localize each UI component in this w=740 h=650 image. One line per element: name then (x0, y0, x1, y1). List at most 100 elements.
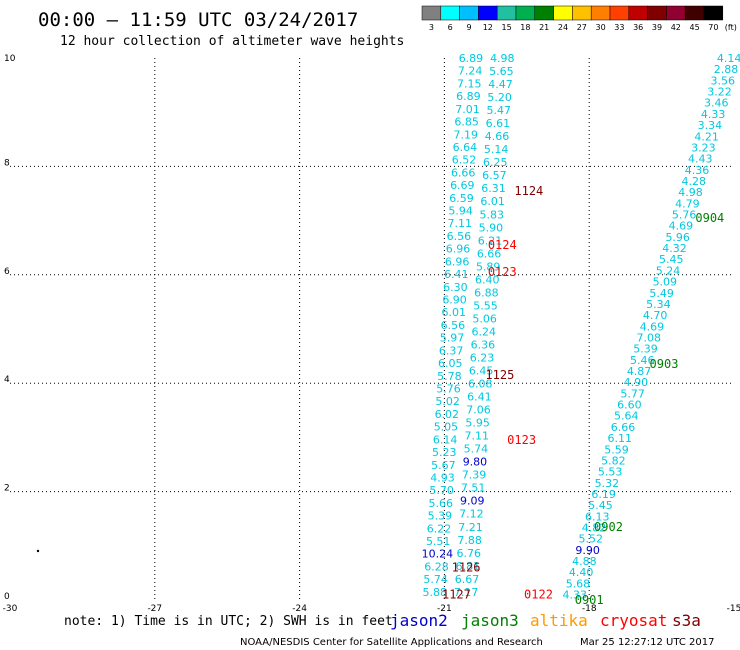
colorbar-swatch (647, 5, 667, 21)
swh-value-label: 4.69 (640, 320, 665, 333)
swh-value-label: 5.76 (436, 382, 461, 395)
swh-value-label: 6.24 (472, 325, 497, 338)
swh-value-label: 4.40 (569, 566, 594, 579)
swh-value-label: 6.96 (445, 255, 470, 268)
satellite-legend: jason2 jason3 altika cryosat s3a (390, 611, 701, 630)
colorbar-swatch (590, 5, 611, 21)
colorbar-label: 12 (483, 23, 493, 32)
swh-value-label: 6.28 (424, 560, 449, 573)
swh-value-label: 5.52 (579, 533, 604, 546)
swh-value-label: 4.93 (430, 471, 455, 484)
swh-value-label: 9.90 (575, 544, 600, 557)
swh-value-label: 5.68 (566, 577, 591, 590)
x-tick-label: -21 (437, 604, 452, 614)
colorbar-swatch (421, 5, 442, 21)
colorbar-swatch (684, 5, 705, 21)
pass-time-label: 1125 (485, 368, 514, 382)
legend-entry-jason2: jason2 (390, 611, 448, 630)
swh-value-label: 6.11 (608, 432, 633, 445)
swh-value-label: 5.83 (479, 208, 504, 221)
swh-value-label: 6.64 (453, 141, 478, 154)
swh-value-label: 3.56 (710, 74, 735, 87)
swh-value-label: 3.46 (704, 97, 729, 110)
swh-value-label: 5.02 (435, 395, 460, 408)
swh-value-label: 4.82 (582, 522, 607, 535)
swh-value-label: 9.09 (460, 495, 485, 508)
swh-value-label: 6.66 (477, 247, 502, 260)
swh-value-label: 5.74 (423, 573, 448, 586)
y-tick-label: 0 (4, 592, 10, 602)
pass-time-label: 0903 (650, 357, 679, 371)
swh-value-label: 6.19 (591, 488, 616, 501)
swh-value-label: 6.61 (486, 117, 511, 130)
pass-time-label: 0123 (507, 433, 536, 447)
swh-value-label: 5.59 (604, 443, 629, 456)
colorbar-label: 42 (671, 23, 681, 32)
swh-value-label: 9.80 (463, 456, 488, 469)
swh-value-label: 7.39 (462, 469, 487, 482)
swh-value-label: 5.39 (633, 343, 658, 356)
footer-timestamp: Mar 25 12:27:12 UTC 2017 (580, 637, 715, 648)
colorbar-label: 18 (520, 23, 530, 32)
colorbar-swatch (628, 5, 648, 21)
y-tick-label: 4 (4, 375, 10, 385)
swh-value-label: 5.24 (656, 264, 681, 277)
swh-value-label: 7.15 (457, 77, 482, 90)
x-tick-label: -15 (727, 604, 740, 614)
colorbar-unit: (ft) (725, 23, 737, 32)
swh-value-label: 5.82 (601, 454, 626, 467)
swh-value-label: 5.90 (479, 221, 504, 234)
chart-title: 00:00 – 11:59 UTC 03/24/2017 (38, 9, 358, 31)
swh-value-label: 6.41 (467, 391, 492, 404)
swh-value-label: 5.89 (476, 260, 501, 273)
chart-subtitle: 12 hour collection of altimeter wave hei… (60, 34, 404, 49)
swh-value-label: 5.64 (614, 410, 639, 423)
color-scale-bar: 3 6 9 12 15 18 21 24 27 30 33 36 39 42 45 70 (ft) (421, 5, 737, 32)
swh-value-label: 6.89 (456, 90, 481, 103)
swh-value-label: 5.06 (472, 312, 497, 325)
swh-value-label: 4.79 (675, 197, 700, 210)
swh-value-label: 6.14 (433, 433, 458, 446)
swh-value-label: 6.40 (475, 273, 500, 286)
swh-value-label: 5.74 (464, 443, 489, 456)
swh-value-label: 6.66 (611, 421, 636, 434)
swh-value-label: 5.23 (432, 446, 457, 459)
swh-value-label: 6.31 (481, 182, 506, 195)
swh-value-label: 5.32 (595, 477, 620, 490)
plot-axes: -30 -27 -24 -21 -18 -15 0 2 4 6 8 10 (3, 54, 740, 614)
pass-time-label: 0123 (488, 265, 517, 279)
swh-value-label: 6.02 (435, 408, 460, 421)
swh-value-label: 7.21 (458, 521, 483, 534)
y-tick-label: 2 (4, 484, 10, 494)
swh-value-label: 3.34 (698, 119, 723, 132)
swh-value-label: 6.08 (468, 378, 493, 391)
x-tick-label: -30 (3, 604, 18, 614)
y-tick-label: 10 (4, 54, 16, 64)
x-tick-label: -27 (147, 604, 162, 614)
swh-value-label: 6.69 (450, 179, 475, 192)
colorbar-swatch (496, 5, 517, 21)
swh-value-label: 7.11 (464, 430, 489, 443)
colorbar-label: 39 (652, 23, 662, 32)
swh-value-label: 6.41 (444, 268, 469, 281)
pass-time-label: 0901 (575, 593, 604, 607)
swh-track-c: 4.142.883.563.223.464.333.344.213.234.43… (562, 52, 740, 602)
swh-value-label: 6.01 (480, 195, 505, 208)
swh-value-label: 7.12 (459, 508, 484, 521)
swh-value-label: 6.85 (454, 116, 479, 129)
swh-value-label: 5.09 (653, 276, 678, 289)
swh-value-label: 4.87 (627, 365, 652, 378)
swh-value-label: 6.56 (441, 319, 466, 332)
swh-value-label: 4.28 (682, 175, 707, 188)
swh-track-b: 4.985.654.475.205.476.614.665.146.256.57… (454, 52, 515, 599)
swh-value-label: 5.51 (426, 535, 451, 548)
swh-value-label: 4.69 (669, 220, 694, 233)
x-tick-label: -18 (582, 604, 597, 614)
colorbar-label: 33 (614, 23, 624, 32)
swh-value-label: 5.67 (431, 459, 456, 472)
swh-value-label: 5.20 (487, 91, 512, 104)
swh-value-label: 4.98 (678, 186, 703, 199)
colorbar-swatch (572, 5, 592, 21)
swh-value-label: 4.98 (490, 52, 515, 65)
swh-value-label: 6.96 (446, 243, 471, 256)
